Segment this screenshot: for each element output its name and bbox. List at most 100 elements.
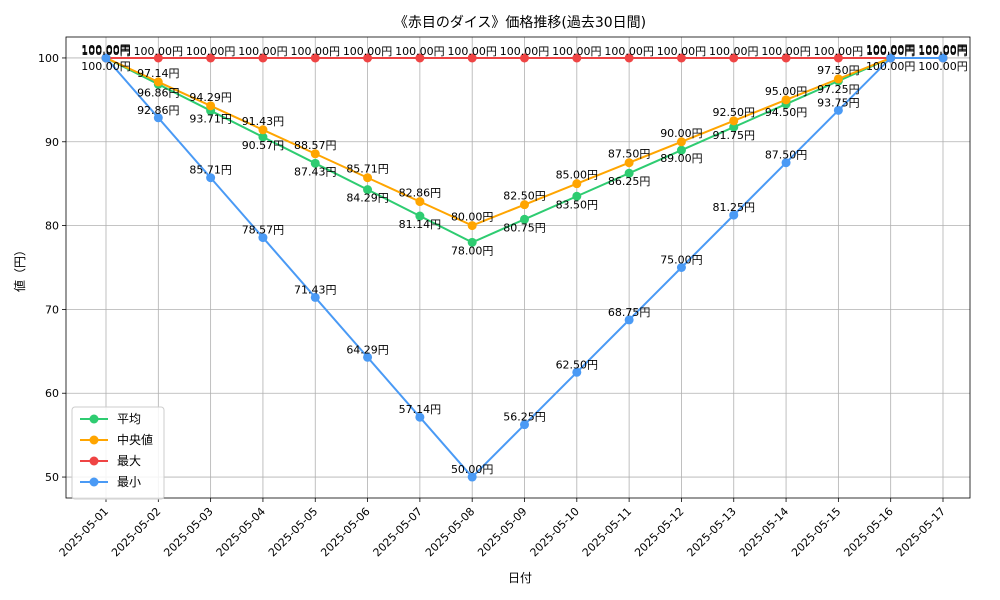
data-point [781, 158, 791, 168]
data-label: 97.14円 [137, 67, 180, 80]
legend-marker [89, 456, 99, 466]
data-point [624, 158, 634, 168]
data-label: 100.00円 [395, 45, 445, 58]
data-label: 100.00円 [81, 45, 131, 58]
data-label: 92.86円 [137, 104, 180, 117]
data-point [833, 105, 843, 115]
x-tick-label: 2025-05-14 [737, 505, 791, 559]
y-tick-label: 80 [45, 220, 59, 233]
data-point [310, 292, 320, 302]
data-point [258, 125, 268, 135]
data-point [624, 168, 634, 178]
data-label: 96.86円 [137, 86, 180, 99]
data-point [415, 53, 425, 63]
data-point [363, 185, 373, 195]
data-point [153, 113, 163, 123]
series-4 [101, 53, 948, 482]
data-label: 83.50円 [556, 198, 599, 211]
data-label: 87.50円 [765, 149, 808, 162]
x-tick-label: 2025-05-01 [57, 505, 111, 559]
data-label: 100.00円 [866, 45, 916, 58]
data-point [572, 367, 582, 377]
data-label: 97.50円 [817, 64, 860, 77]
data-label: 86.25円 [608, 175, 651, 188]
data-point [520, 214, 529, 224]
data-point [624, 53, 634, 63]
data-label: 95.00円 [765, 85, 808, 98]
data-label: 100.00円 [761, 45, 811, 58]
data-label: 62.50円 [556, 358, 599, 371]
data-point [781, 53, 791, 63]
data-label: 80.00円 [451, 211, 494, 224]
data-label: 100.00円 [552, 45, 602, 58]
data-point [467, 237, 477, 247]
data-label: 68.75円 [608, 306, 651, 319]
data-label: 57.14円 [399, 403, 442, 416]
legend-label: 中央値 [117, 432, 153, 447]
data-label: 85.00円 [556, 169, 599, 182]
data-point [206, 173, 216, 183]
legend-marker [89, 477, 99, 487]
data-label: 91.43円 [242, 115, 285, 128]
data-label: 100.00円 [500, 45, 550, 58]
x-tick-label: 2025-05-17 [894, 505, 948, 559]
data-label: 90.57円 [242, 139, 285, 152]
data-point [729, 116, 739, 126]
data-label: 75.00円 [660, 254, 703, 267]
data-label: 100.00円 [134, 45, 184, 58]
data-point [258, 53, 268, 63]
x-tick-label: 2025-05-05 [266, 505, 320, 559]
data-label: 81.25円 [713, 201, 756, 214]
data-point [467, 221, 477, 231]
data-point [310, 53, 320, 63]
data-point [310, 149, 320, 159]
data-label: 87.50円 [608, 148, 651, 161]
data-label: 100.00円 [918, 60, 968, 73]
data-label: 80.75円 [503, 221, 546, 234]
x-axis-label: 日付 [508, 571, 532, 585]
data-label: 87.43円 [294, 165, 337, 178]
data-point [886, 53, 896, 63]
legend-label: 最小 [117, 475, 141, 489]
data-label: 100.00円 [81, 44, 131, 57]
legend-marker [89, 414, 99, 424]
y-tick-label: 90 [45, 136, 59, 149]
data-label: 100.00円 [604, 45, 654, 58]
data-label: 100.00円 [709, 45, 759, 58]
x-tick-label: 2025-05-12 [632, 505, 686, 559]
legend-item: 中央値 [80, 432, 153, 447]
data-label: 81.14円 [399, 218, 442, 231]
x-tick-label: 2025-05-06 [318, 505, 372, 559]
data-label: 100.00円 [238, 45, 288, 58]
legend-label: 平均 [117, 412, 141, 426]
data-point [415, 412, 425, 422]
data-label: 97.25円 [817, 83, 860, 96]
data-label: 93.75円 [817, 96, 860, 109]
x-tick-label: 2025-05-16 [841, 505, 895, 559]
data-label: 82.50円 [503, 190, 546, 203]
chart-title: 《赤目のダイス》価格推移(過去30日間) [394, 15, 646, 31]
data-point [206, 101, 216, 111]
data-point [572, 179, 582, 189]
y-tick-label: 100 [38, 52, 59, 65]
data-point [258, 132, 268, 142]
data-label: 100.00円 [291, 45, 341, 58]
data-label: 89.00円 [660, 152, 703, 165]
data-label: 100.00円 [186, 45, 236, 58]
x-tick-label: 2025-05-15 [789, 505, 843, 559]
data-point [101, 53, 111, 63]
data-label: 100.00円 [866, 44, 916, 57]
legend-item: 平均 [80, 412, 141, 426]
y-axis-label: 値（円） [12, 244, 27, 292]
data-point [520, 200, 529, 210]
data-point [258, 233, 268, 243]
data-point [729, 53, 739, 63]
x-tick-label: 2025-05-07 [371, 505, 425, 559]
data-label: 91.75円 [713, 129, 756, 142]
data-label: 78.57円 [242, 224, 285, 237]
legend-item: 最小 [80, 475, 141, 489]
x-tick-label: 2025-05-09 [475, 505, 529, 559]
data-point [415, 211, 425, 221]
